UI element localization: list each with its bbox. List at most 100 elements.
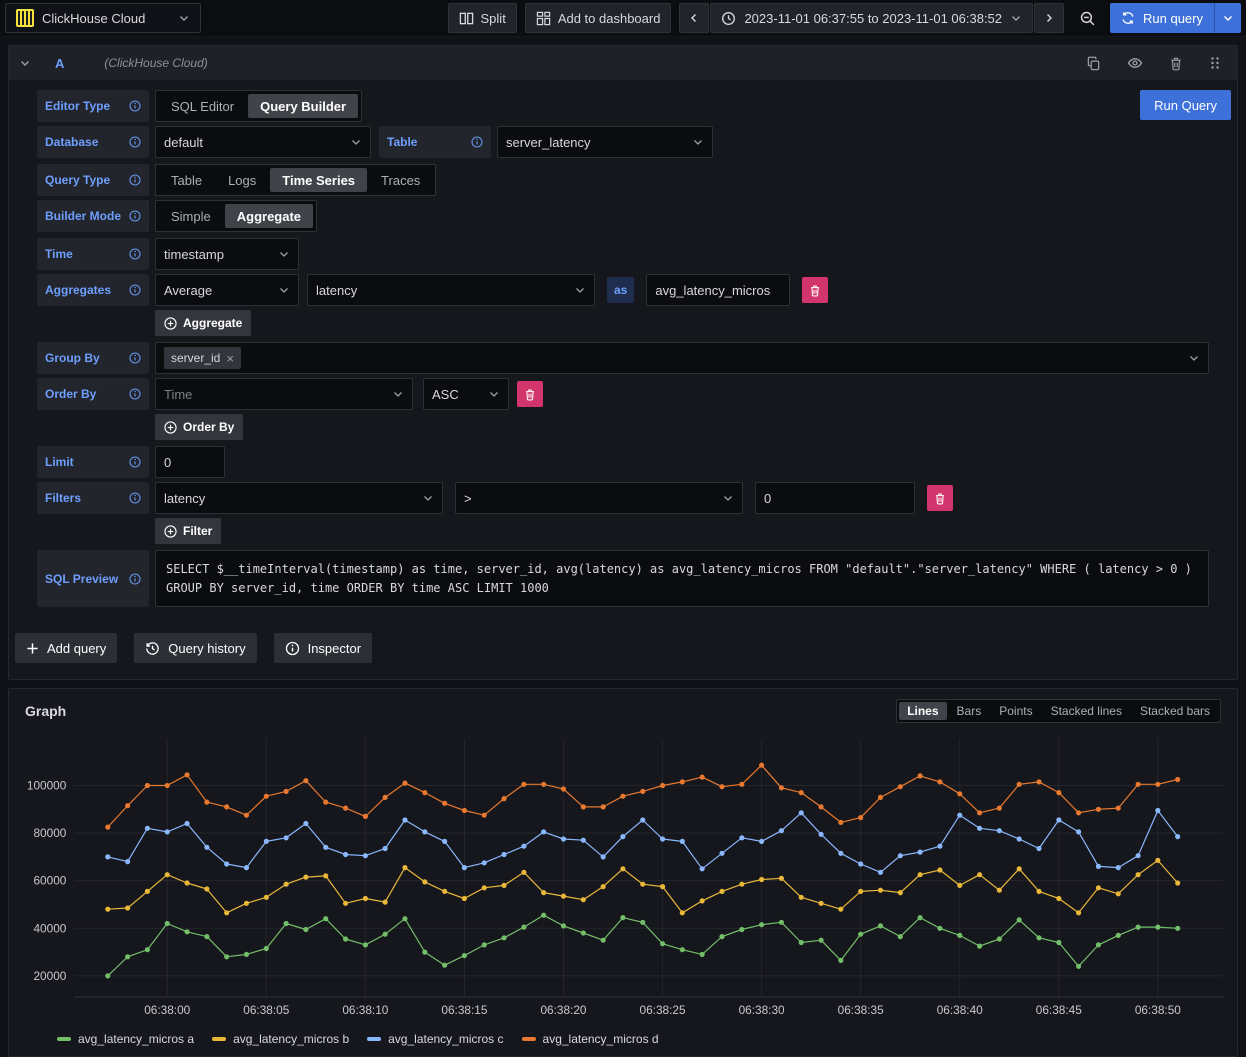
drag-handle-icon[interactable] [1203, 56, 1227, 70]
trash-icon [934, 492, 946, 505]
info-icon[interactable] [129, 136, 141, 148]
datasource-name: ClickHouse Cloud [42, 10, 146, 26]
editor-type-toggle: SQL Editor Query Builder [155, 90, 363, 122]
time-column-select[interactable]: timestamp [155, 238, 299, 270]
graph-style-points[interactable]: Points [999, 704, 1033, 719]
query-type-time-series[interactable]: Time Series [270, 168, 368, 192]
zoom-out-button[interactable] [1072, 3, 1102, 33]
legend-label: avg_latency_micros b [233, 1032, 350, 1047]
aggregate-column-select[interactable]: latency [307, 274, 595, 306]
collapse-chevron-icon[interactable] [19, 57, 31, 69]
graph-style-toggle: Lines Bars Points Stacked lines Stacked … [896, 699, 1221, 724]
database-select[interactable]: default [155, 126, 371, 158]
add-to-dashboard-button[interactable]: Add to dashboard [524, 3, 672, 33]
time-series-chart-svg: 20000 40000 60000 80000 100000 06:38:00 06:38:… [27, 739, 1224, 1017]
info-icon[interactable] [129, 100, 141, 112]
filter-value-input[interactable]: 0 [755, 482, 915, 514]
svg-text:06:38:05: 06:38:05 [243, 1003, 289, 1017]
query-editor-container: A (ClickHouse Cloud) Run Query Editor Ty… [8, 45, 1238, 681]
remove-order-by-button[interactable] [517, 381, 543, 407]
add-aggregate-button[interactable]: Aggregate [155, 310, 252, 336]
filter-operator-select[interactable]: > [455, 482, 743, 514]
add-to-dashboard-label: Add to dashboard [557, 10, 661, 26]
time-range-picker[interactable]: 2023-11-01 06:37:55 to 2023-11-01 06:38:… [710, 3, 1034, 33]
inspector-button[interactable]: Inspector [273, 633, 373, 664]
add-filter-button[interactable]: Filter [155, 518, 222, 544]
chevron-down-icon [488, 388, 500, 400]
builder-mode-aggregate[interactable]: Aggregate [224, 204, 314, 228]
info-icon[interactable] [129, 174, 141, 186]
svg-text:06:38:25: 06:38:25 [640, 1003, 686, 1017]
aggregate-alias-input[interactable]: avg_latency_micros [646, 274, 791, 306]
info-icon[interactable] [129, 456, 141, 468]
svg-text:06:38:15: 06:38:15 [441, 1003, 487, 1017]
query-builder-body: Run Query Editor Type SQL Editor Query B… [9, 80, 1237, 625]
graph-style-stacked-bars[interactable]: Stacked bars [1139, 704, 1210, 719]
info-icon[interactable] [129, 210, 141, 222]
query-row-header[interactable]: A (ClickHouse Cloud) [9, 46, 1237, 80]
order-by-field-select[interactable]: Time [155, 378, 413, 410]
split-button[interactable]: Split [447, 3, 517, 33]
builder-mode-toggle: Simple Aggregate [155, 200, 318, 232]
run-query-split-button[interactable]: Run query [1110, 3, 1241, 33]
time-back-button[interactable] [679, 3, 710, 33]
filters-label: Filters [37, 482, 149, 514]
graph-style-lines[interactable]: Lines [899, 702, 947, 721]
info-circle-icon [285, 641, 300, 656]
group-by-select[interactable]: server_id × [155, 342, 1209, 374]
chevron-right-icon [1043, 12, 1055, 24]
group-by-label: Group By [37, 342, 149, 374]
chevron-down-icon [574, 284, 586, 296]
graph-style-stacked-lines[interactable]: Stacked lines [1050, 704, 1122, 719]
builder-mode-simple[interactable]: Simple [171, 208, 211, 224]
svg-text:06:38:50: 06:38:50 [1135, 1003, 1181, 1017]
svg-text:06:38:45: 06:38:45 [1036, 1003, 1082, 1017]
info-icon[interactable] [129, 248, 141, 260]
remove-tag-icon[interactable]: × [226, 350, 234, 366]
aggregate-function-select[interactable]: Average [155, 274, 299, 306]
query-type-logs[interactable]: Logs [228, 172, 257, 188]
editor-type-sql-editor[interactable]: SQL Editor [171, 98, 235, 114]
history-icon [145, 641, 160, 656]
graph-panel: Graph Lines Bars Points Stacked lines St… [8, 688, 1238, 1057]
limit-input[interactable]: 0 [155, 446, 225, 478]
editor-type-query-builder[interactable]: Query Builder [248, 94, 359, 118]
remove-filter-button[interactable] [927, 485, 953, 511]
table-select[interactable]: server_latency [497, 126, 713, 158]
remove-query-trash-icon[interactable] [1163, 56, 1189, 71]
query-type-table[interactable]: Table [171, 172, 203, 188]
clickhouse-logo-icon [16, 9, 34, 27]
query-type-traces[interactable]: Traces [381, 172, 421, 188]
chevron-down-icon [392, 388, 404, 400]
svg-text:06:38:40: 06:38:40 [937, 1003, 983, 1017]
info-icon[interactable] [129, 352, 141, 364]
run-query-caret[interactable] [1214, 3, 1241, 33]
time-forward-button[interactable] [1034, 3, 1065, 33]
legend-item[interactable]: avg_latency_micros b [212, 1032, 349, 1046]
order-by-direction-select[interactable]: ASC [423, 378, 509, 410]
datasource-picker[interactable]: ClickHouse Cloud [5, 3, 201, 33]
group-by-tag[interactable]: server_id × [164, 347, 241, 369]
svg-text:60000: 60000 [33, 874, 66, 888]
chevron-down-icon [278, 248, 290, 260]
legend-item[interactable]: avg_latency_micros c [367, 1032, 504, 1046]
add-order-by-button[interactable]: Order By [155, 414, 244, 440]
remove-aggregate-button[interactable] [802, 277, 829, 303]
legend-item[interactable]: avg_latency_micros a [57, 1032, 194, 1046]
hide-query-eye-icon[interactable] [1121, 55, 1149, 71]
duplicate-query-icon[interactable] [1080, 56, 1107, 71]
legend-swatch [521, 1037, 536, 1042]
info-icon[interactable] [129, 388, 141, 400]
query-history-button[interactable]: Query history [134, 633, 257, 664]
add-query-button[interactable]: Add query [15, 633, 118, 664]
query-type-label: Query Type [37, 164, 149, 196]
info-icon[interactable] [129, 573, 141, 585]
trash-icon [809, 284, 821, 297]
info-icon[interactable] [129, 284, 141, 296]
run-query-button[interactable]: Run Query [1140, 90, 1231, 120]
info-icon[interactable] [129, 492, 141, 504]
info-icon[interactable] [471, 136, 483, 148]
filter-column-select[interactable]: latency [155, 482, 443, 514]
graph-style-bars[interactable]: Bars [956, 704, 982, 719]
legend-item[interactable]: avg_latency_micros d [521, 1032, 659, 1046]
